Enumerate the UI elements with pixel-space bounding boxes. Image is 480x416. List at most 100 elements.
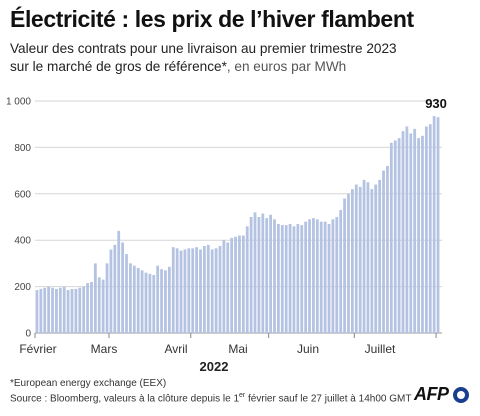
x-month-label: Juillet: [365, 342, 396, 356]
bar: [358, 186, 362, 333]
bar: [210, 249, 214, 333]
bar: [82, 286, 86, 333]
x-month-label: Février: [19, 342, 56, 356]
bar: [148, 273, 152, 333]
bar: [74, 288, 78, 333]
bar: [362, 179, 366, 333]
y-tick-label: 200: [14, 282, 31, 293]
bar-series: [35, 116, 440, 334]
bar: [47, 286, 51, 333]
bar: [93, 263, 97, 333]
bar: [284, 225, 288, 333]
bar: [413, 128, 417, 333]
bar: [136, 268, 140, 333]
bar: [97, 277, 101, 333]
bar: [230, 237, 234, 333]
bar: [167, 266, 171, 333]
axes: 0 200 400 600 800 1 000 Février Mars Avril Mai Jui…: [6, 96, 447, 374]
bar: [393, 140, 397, 333]
bar: [62, 286, 66, 333]
bar: [347, 193, 350, 333]
bar: [436, 117, 440, 334]
bar: [125, 254, 128, 333]
bar: [261, 213, 265, 333]
bar: [105, 263, 109, 333]
chart-subtitle: Valeur des contrats pour une livraison a…: [10, 40, 472, 76]
bar: [424, 126, 428, 334]
bar: [370, 189, 374, 333]
afp-logo-icon: [453, 387, 469, 403]
bar: [339, 210, 343, 333]
bar: [401, 131, 405, 333]
bar: [249, 217, 253, 333]
bar: [222, 240, 226, 333]
x-month-label: Juin: [297, 342, 319, 356]
bar: [90, 281, 93, 333]
bar: [421, 135, 424, 333]
bar: [234, 236, 237, 333]
bar: [66, 290, 70, 333]
bar: [195, 247, 199, 333]
bar: [51, 287, 54, 333]
bar: [292, 226, 296, 333]
y-tick-label: 400: [14, 236, 31, 247]
bar: [386, 165, 389, 333]
bar: [121, 242, 125, 333]
x-month-label: Mars: [91, 342, 118, 356]
bar: [253, 212, 257, 333]
bar: [350, 189, 354, 333]
bar: [39, 288, 43, 333]
bar: [378, 179, 382, 333]
bar: [241, 235, 245, 333]
bar: [70, 288, 74, 333]
bar: [312, 218, 315, 333]
bar: [417, 138, 420, 333]
bar: [144, 272, 148, 333]
bar: [226, 242, 230, 333]
bar: [43, 287, 47, 333]
source-text-a: Source : Bloomberg, valeurs à la clôture…: [10, 393, 240, 405]
bar: [257, 217, 261, 333]
bar: [409, 133, 413, 333]
bar: [35, 290, 39, 333]
bar: [319, 221, 323, 333]
y-tick-label: 1 000: [6, 97, 31, 108]
bar: [397, 138, 401, 333]
bar: [132, 265, 136, 333]
bar: [152, 275, 156, 333]
bar: [78, 287, 82, 333]
bar: [199, 249, 202, 333]
bar: [343, 198, 346, 333]
subtitle-line-2-unit: , en euros par MWh: [226, 59, 347, 74]
bar: [117, 230, 121, 333]
bar: [179, 250, 183, 333]
bar: [276, 223, 280, 333]
subtitle-line-2: sur le marché de gros de référence*, en …: [10, 58, 472, 76]
bar: [183, 249, 187, 333]
bar: [55, 288, 58, 333]
bar: [156, 265, 160, 333]
source-superscript: er: [239, 392, 246, 399]
bar: [300, 225, 304, 333]
bar: [164, 270, 167, 333]
bar: [218, 246, 222, 333]
bar: [245, 226, 249, 333]
chart-title: Électricité : les prix de l’hiver flambe…: [10, 6, 414, 32]
x-month-label: Mai: [228, 342, 247, 356]
x-year-label: 2022: [200, 359, 229, 374]
bar: [382, 170, 385, 333]
bar: [238, 235, 241, 333]
bar: [187, 248, 191, 333]
bar: [405, 126, 409, 334]
subtitle-line-1: Valeur des contrats pour une livraison a…: [10, 41, 397, 56]
bar: [323, 221, 327, 333]
bar: [389, 142, 393, 333]
bar: [428, 124, 432, 333]
y-tick-label: 0: [25, 329, 31, 340]
y-tick-label: 800: [14, 143, 31, 154]
bar: [265, 218, 269, 333]
x-month-label: Avril: [164, 342, 187, 356]
footnote-eex: *European energy exchange (EEX): [10, 378, 167, 389]
bar: [335, 217, 339, 333]
bar: [288, 223, 292, 333]
